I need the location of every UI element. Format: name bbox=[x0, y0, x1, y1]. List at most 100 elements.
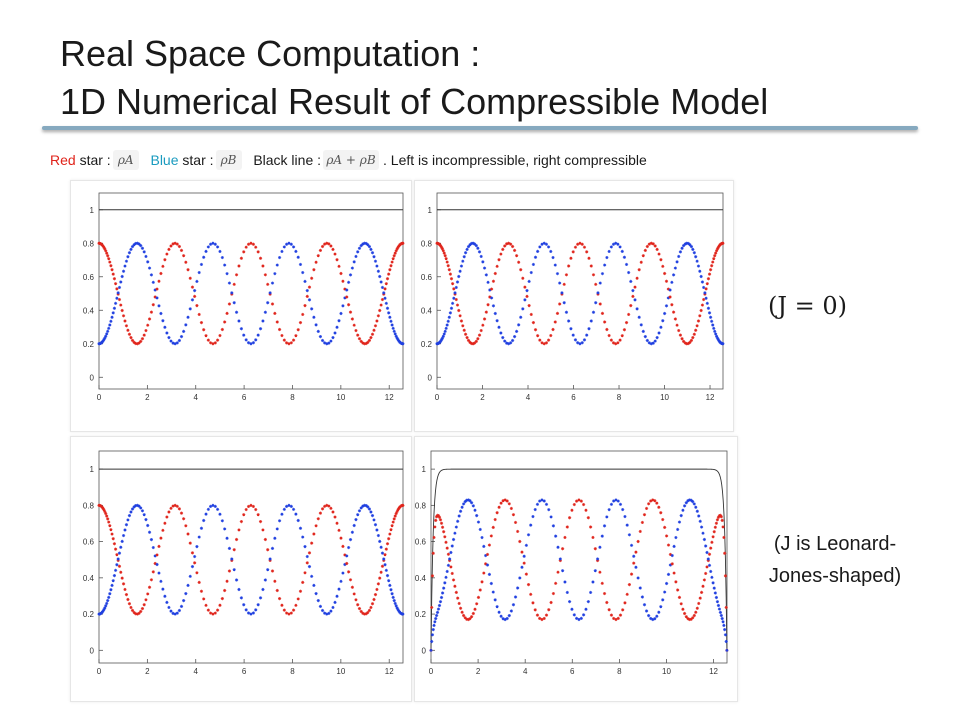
rho-a-point bbox=[167, 247, 171, 252]
rho-a-point bbox=[103, 247, 107, 251]
rho-b-point bbox=[443, 329, 447, 333]
rho-b-point bbox=[542, 499, 546, 503]
rho-b-point bbox=[153, 554, 157, 558]
rho-b-point bbox=[343, 296, 347, 300]
rho-b-point bbox=[462, 255, 466, 259]
rho-b-point bbox=[105, 601, 109, 606]
rho-b-point bbox=[430, 639, 434, 644]
rho-b-point bbox=[389, 588, 393, 592]
rho-a-point bbox=[682, 339, 686, 343]
rho-b-point bbox=[345, 288, 349, 292]
rho-b-point bbox=[462, 502, 466, 506]
rho-b-point bbox=[579, 616, 583, 620]
rho-a-point bbox=[157, 544, 161, 548]
rho-a-point bbox=[540, 617, 544, 622]
rho-b-point bbox=[438, 600, 443, 604]
rho-a-point bbox=[350, 317, 354, 321]
axes-frame bbox=[436, 192, 724, 390]
legend-black-text: Black line : bbox=[253, 152, 322, 168]
rho-a-point bbox=[345, 295, 349, 299]
rho-b-point bbox=[103, 336, 107, 340]
rho-a-point bbox=[720, 518, 724, 522]
rho-b-point bbox=[110, 315, 114, 319]
rho-a-point bbox=[121, 582, 126, 586]
rho-a-point bbox=[314, 260, 318, 264]
rho-b-point bbox=[142, 513, 146, 517]
axes-frame bbox=[98, 192, 404, 390]
rho-b-point bbox=[261, 587, 265, 592]
rho-b-point bbox=[618, 502, 623, 506]
rho-a-point bbox=[140, 607, 145, 611]
rho-b-point bbox=[146, 523, 150, 528]
rho-a-point bbox=[516, 529, 520, 534]
rho-a-point bbox=[659, 258, 663, 262]
rho-b-point bbox=[455, 280, 460, 284]
rho-a-point bbox=[602, 591, 607, 596]
rho-b-point bbox=[268, 557, 272, 561]
rho-a-point bbox=[459, 319, 464, 323]
rho-b-point bbox=[325, 342, 329, 346]
rho-a-point bbox=[197, 312, 201, 317]
rho-b-point bbox=[151, 280, 155, 284]
rho-b-point bbox=[712, 326, 716, 330]
rho-a-point bbox=[518, 539, 522, 544]
rho-a-point bbox=[239, 256, 243, 260]
rho-a-point bbox=[533, 328, 538, 332]
rho-b-point bbox=[109, 588, 113, 592]
rho-a-point bbox=[471, 342, 475, 346]
rho-b-point bbox=[622, 255, 626, 259]
rho-a-point bbox=[109, 264, 113, 268]
rho-b-point bbox=[507, 614, 511, 618]
rho-b-point bbox=[677, 254, 681, 259]
rho-b-point bbox=[367, 245, 371, 249]
rho-b-point bbox=[121, 269, 126, 273]
rho-a-point bbox=[706, 277, 711, 281]
rho-a-point bbox=[348, 578, 353, 582]
rho-a-point bbox=[439, 521, 444, 525]
rho-b-point bbox=[220, 255, 224, 260]
rho-b-point bbox=[184, 323, 188, 327]
rho-a-point bbox=[614, 617, 618, 622]
rho-b-point bbox=[468, 499, 472, 503]
rho-a-point bbox=[149, 578, 153, 582]
rho-a-point bbox=[666, 543, 671, 547]
rho-a-point bbox=[117, 564, 122, 568]
rho-b-point bbox=[142, 250, 146, 254]
rho-b-point bbox=[163, 594, 167, 598]
rho-a-point bbox=[266, 282, 270, 286]
rho-a-point bbox=[123, 319, 127, 323]
rho-b-point bbox=[481, 260, 485, 264]
rho-a-point bbox=[562, 282, 566, 286]
rho-a-point bbox=[711, 535, 715, 539]
rho-a-point bbox=[171, 504, 175, 508]
rho-b-point bbox=[130, 245, 135, 249]
rho-b-point bbox=[607, 249, 611, 254]
rho-a-point bbox=[108, 524, 112, 528]
rho-a-point bbox=[448, 272, 452, 276]
rho-a-point bbox=[434, 518, 438, 522]
rho-b-point bbox=[651, 341, 655, 345]
rho-b-point bbox=[211, 503, 215, 507]
rho-b-point bbox=[327, 611, 331, 615]
rho-b-point bbox=[106, 329, 110, 333]
rho-b-point bbox=[310, 574, 314, 578]
rho-b-point bbox=[706, 557, 710, 561]
rho-a-point bbox=[452, 287, 456, 291]
rho-a-point bbox=[129, 605, 133, 610]
rho-b-point bbox=[392, 329, 396, 333]
rho-b-point bbox=[323, 611, 327, 615]
rho-a-point bbox=[305, 561, 309, 565]
rho-a-point bbox=[392, 254, 396, 258]
rho-a-point bbox=[553, 320, 557, 324]
rho-b-point bbox=[329, 339, 333, 343]
rho-a-point bbox=[246, 504, 251, 509]
rho-a-point bbox=[356, 333, 360, 337]
rho-a-point bbox=[119, 303, 123, 307]
rho-b-point bbox=[296, 518, 300, 523]
rho-b-point bbox=[468, 243, 472, 247]
rho-a-point bbox=[445, 546, 449, 550]
rho-a-point bbox=[123, 587, 127, 592]
rho-b-point bbox=[155, 296, 159, 300]
rho-b-point bbox=[459, 509, 463, 513]
rho-b-point bbox=[266, 568, 270, 572]
